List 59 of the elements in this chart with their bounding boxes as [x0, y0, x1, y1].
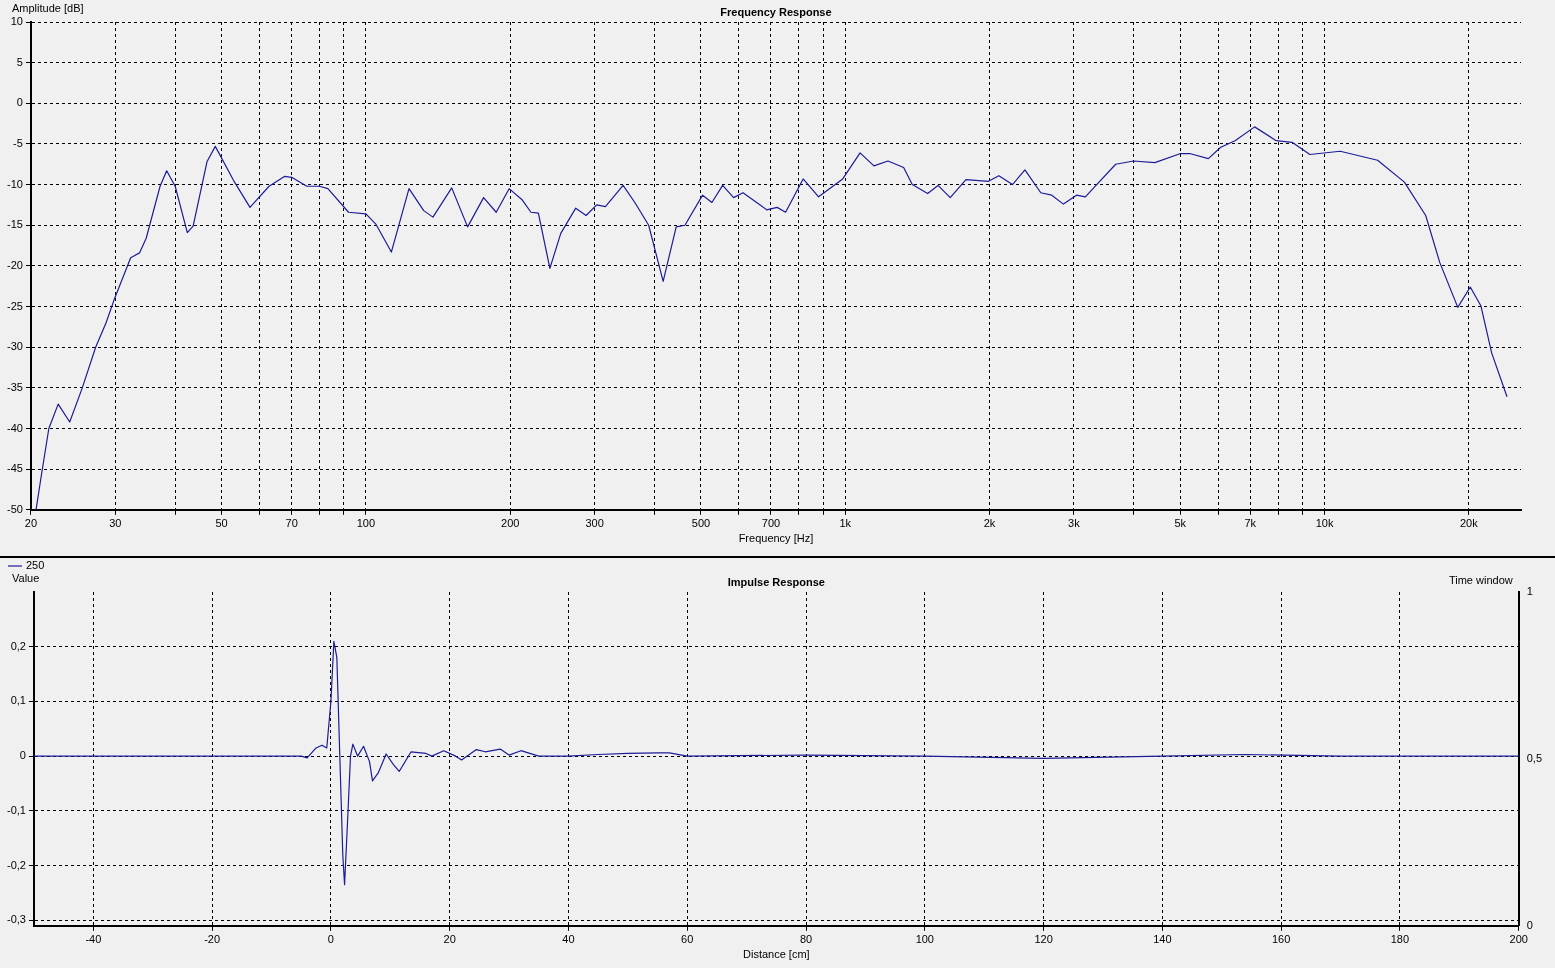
x-tick-label: 20k: [1459, 517, 1479, 530]
x-tick-label: 100: [356, 517, 376, 530]
x-tick-label: 700: [761, 517, 781, 530]
x-tick-label: 20: [24, 517, 38, 530]
y-tick-label: -20: [6, 258, 23, 271]
y-tick-label: -45: [6, 462, 23, 475]
y-tick-label: 0: [19, 749, 26, 762]
y-tick-label: -50: [6, 502, 23, 515]
chart-title: Frequency Response: [720, 5, 832, 18]
x-tick-label: 30: [109, 517, 122, 530]
y-tick-label: -15: [6, 218, 23, 231]
y-tick-label: -5: [13, 136, 23, 149]
x-axis-title: Distance [cm]: [743, 948, 810, 961]
y2-tick-label: 0,5: [1526, 751, 1543, 764]
y-tick-label: -0,3: [6, 913, 26, 926]
x-tick-label: 180: [1390, 933, 1410, 946]
x-tick-label: 140: [1153, 933, 1172, 946]
y-tick-label: -30: [6, 340, 23, 353]
y-tick-label: -40: [6, 421, 23, 434]
x-tick-label: 1k: [839, 517, 852, 530]
y-tick-label: -10: [6, 177, 23, 190]
y-tick-label: 5: [16, 55, 23, 68]
x-tick-label: 100: [915, 933, 934, 946]
x-tick-label: 5k: [1174, 517, 1187, 530]
y-tick-label: 0,1: [10, 694, 26, 707]
legend-label: 250: [26, 559, 45, 572]
x-tick-label: 500: [691, 517, 711, 530]
x-tick-label: 70: [285, 517, 298, 530]
x-tick-label: -20: [204, 933, 221, 946]
x-tick-label: 200: [1509, 933, 1528, 946]
y2-tick-label: 0: [1526, 918, 1533, 931]
y-tick-label: 0: [16, 96, 23, 109]
x-tick-label: 2k: [983, 517, 996, 530]
chart-title: Impulse Response: [727, 575, 825, 588]
x-tick-label: 80: [799, 933, 813, 946]
x-tick-label: 7k: [1244, 517, 1257, 530]
x-tick-label: 300: [585, 517, 604, 530]
x-tick-label: 20: [443, 933, 456, 946]
y-tick-label: -0,1: [6, 803, 26, 816]
y-axis-title: Value: [12, 571, 40, 584]
x-tick-label: 120: [1034, 933, 1053, 946]
x-tick-label: 160: [1271, 933, 1291, 946]
x-tick-label: 3k: [1068, 517, 1081, 530]
x-tick-label: 10k: [1315, 517, 1334, 530]
x-tick-label: 200: [501, 517, 520, 530]
y-axis-title: Amplitude [dB]: [12, 1, 84, 14]
x-tick-label: 40: [562, 933, 575, 946]
y2-tick-label: 1: [1526, 585, 1533, 598]
x-tick-label: 0: [327, 933, 334, 946]
y-tick-label: -25: [6, 299, 23, 312]
y2-axis-title: Time window: [1448, 573, 1513, 586]
y-tick-label: -35: [6, 380, 23, 393]
x-axis-title: Frequency [Hz]: [738, 532, 814, 545]
x-tick-label: 60: [681, 933, 694, 946]
x-tick-label: 50: [215, 517, 228, 530]
y-tick-label: 10: [10, 15, 23, 28]
y-tick-label: 0,2: [10, 639, 26, 652]
x-tick-label: -40: [85, 933, 102, 946]
y-tick-label: -0,2: [6, 858, 26, 871]
